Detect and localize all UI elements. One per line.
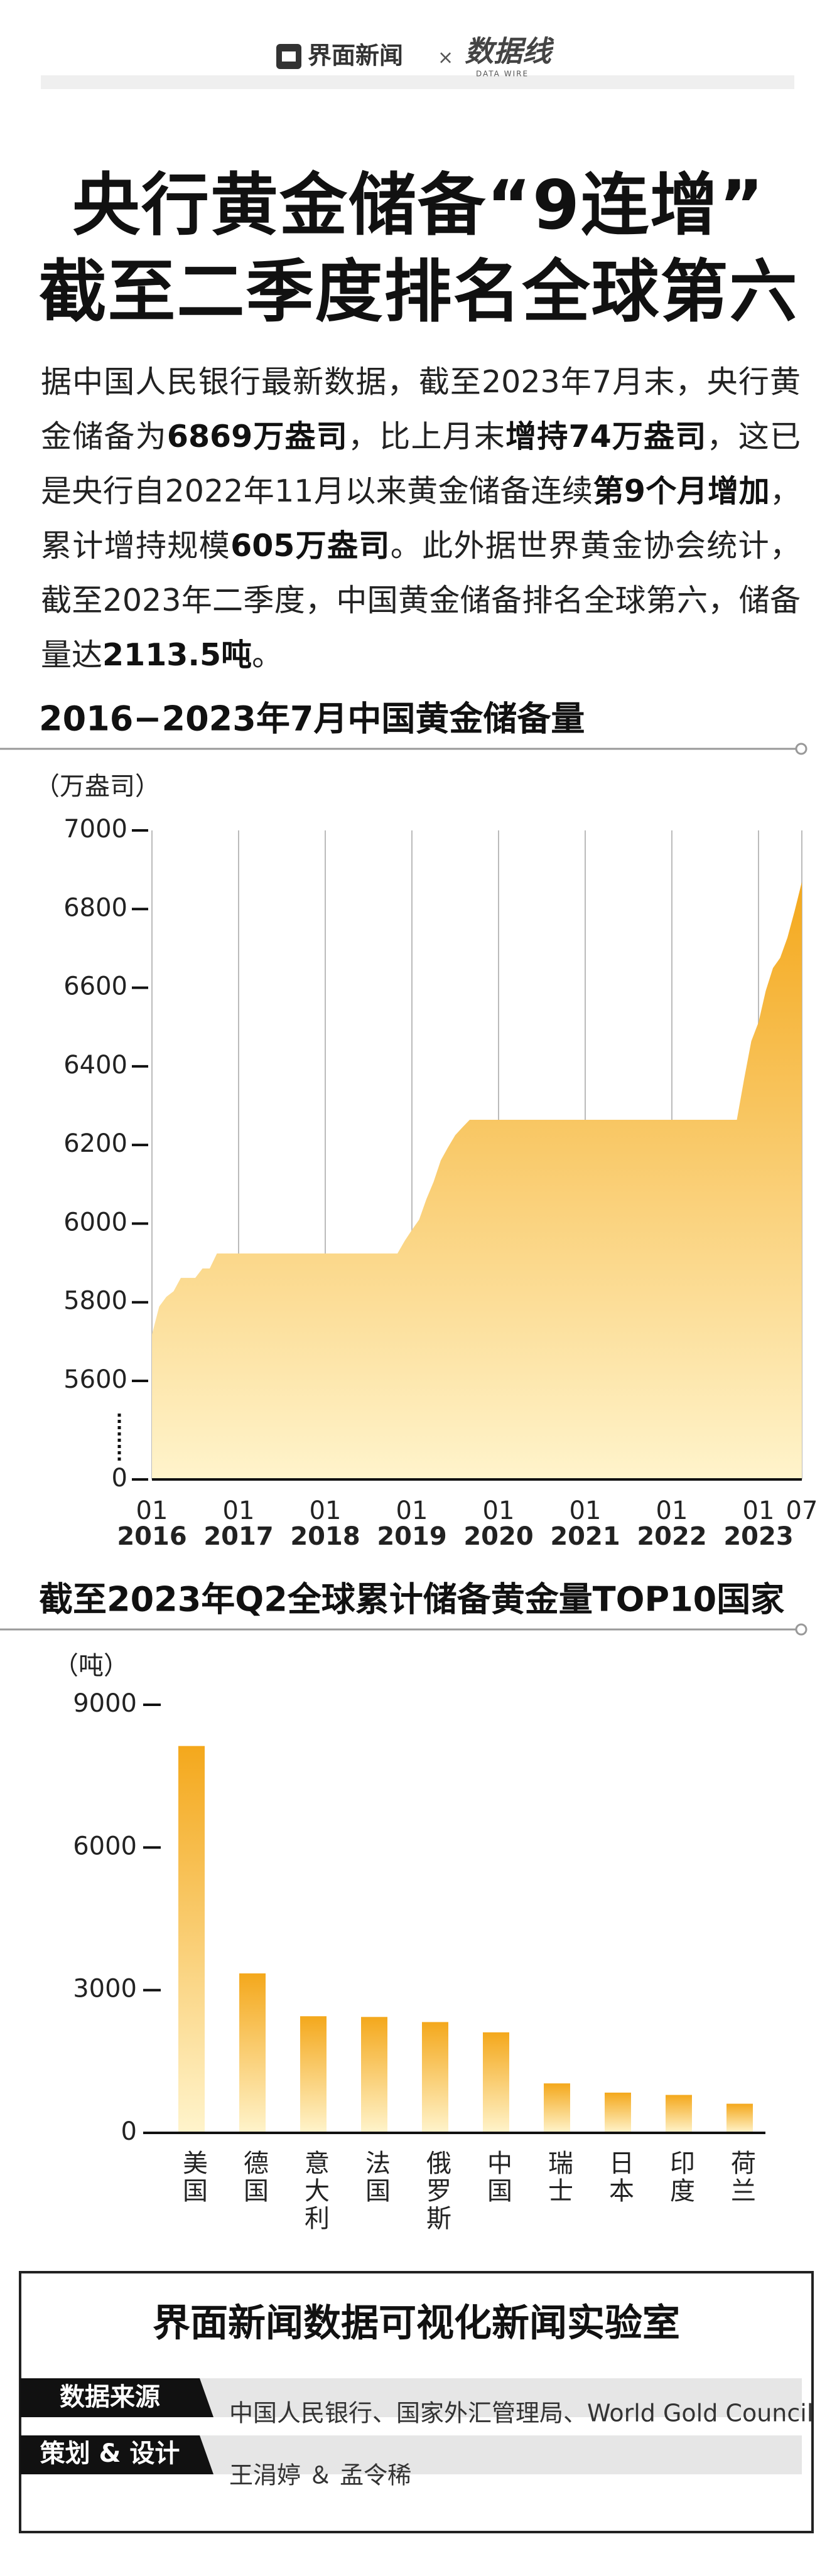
- y-tick-label: 6200: [63, 1129, 127, 1158]
- rule-end: [795, 743, 807, 755]
- x-tick-label: 瑞士: [544, 2150, 573, 2205]
- y-tick-label: 6800: [63, 893, 127, 922]
- x-tick-label: 01: [223, 1496, 255, 1525]
- year-label: 2020: [463, 1522, 533, 1551]
- intro-segment: 第9个月增加: [593, 473, 770, 509]
- y-tick-label: 6600: [63, 972, 127, 1001]
- x-tick-label: 01: [656, 1496, 688, 1525]
- bar: [361, 2017, 387, 2133]
- y-tick-label: 3000: [73, 1975, 137, 2004]
- y-unit: （吨）: [53, 1651, 129, 1680]
- bar: [666, 2095, 692, 2133]
- y-tick-label: 9000: [73, 1689, 137, 1718]
- x-tick-label: 中国: [483, 2150, 512, 2205]
- footer-tag: [20, 2378, 213, 2417]
- bar: [544, 2083, 570, 2133]
- footer-text: 王涓婷 ＆ 孟令稀: [229, 2462, 411, 2489]
- x-tick-label: 01: [136, 1496, 168, 1525]
- intro-segment: ，比上月末: [348, 419, 506, 454]
- bar-chart: 截至2023年Q2全球累计储备黄金量TOP10国家 （吨） 0 3000 6000 900…: [0, 1580, 807, 2233]
- y-tick-label: 5600: [63, 1365, 127, 1394]
- intro: 据中国人民银行最新数据，截至2023年7月末，央行黄金储备为6869万盎司，比上…: [41, 355, 801, 682]
- y-tick-label: 7000: [63, 815, 127, 844]
- bar: [422, 2022, 448, 2133]
- intro-segment: 2113.5吨: [102, 637, 252, 673]
- bar: [300, 2016, 327, 2133]
- intro-segment: 。此外据世界黄金协会统计，截至2023年二季度，中国黄金储备排名全球第六，储备量…: [41, 528, 801, 673]
- brand: 界面新闻: [308, 42, 403, 70]
- year-label: 2016: [117, 1522, 186, 1551]
- bar: [178, 1746, 205, 2133]
- x-tick-label: 美国: [178, 2150, 207, 2205]
- x-tick-label: 01: [396, 1496, 428, 1525]
- intro-segment: 增持74万盎司: [505, 419, 707, 454]
- intro-segment: 据中国人民银行最新数据，截至2023年7月末，央行黄金储备为: [41, 364, 801, 454]
- footer-text: 中国人民银行、国家外汇管理局、World Gold Council: [229, 2400, 813, 2427]
- year-label: 2021: [550, 1522, 620, 1551]
- area-chart: 2016−2023年7月中国黄金储备量 （万盎司） 01 01 01 01 01 01 01 01…: [0, 699, 818, 1551]
- intro-segment: 6869万盎司: [166, 419, 348, 454]
- x-tick-label: 德国: [239, 2150, 268, 2205]
- title-line: 截至二季度排名全球第六: [38, 253, 799, 331]
- intro-segment: ，这已是央行自2022年11月以来黄金储备连续: [41, 419, 801, 509]
- x-tick-label: 意大利: [300, 2150, 329, 2233]
- footer-title: 界面新闻数据可视化新闻实验室: [153, 2302, 680, 2346]
- y-tick-label: 6000: [73, 1832, 137, 1860]
- x-tick-label: 01: [310, 1496, 342, 1525]
- year-label: 2017: [203, 1522, 273, 1551]
- y-tick-label: 6400: [63, 1051, 127, 1080]
- year-label: 2023: [723, 1522, 793, 1551]
- x-tick-label: 法国: [361, 2150, 390, 2205]
- y-unit: （万盎司）: [35, 772, 160, 801]
- footer-label: 策划 & 设计: [40, 2439, 180, 2468]
- year-label: 2022: [637, 1522, 706, 1551]
- header-band: [41, 75, 794, 89]
- intro-segment: 。: [252, 637, 283, 673]
- year-label: 2019: [377, 1522, 446, 1551]
- x-tick-label: 01: [483, 1496, 515, 1525]
- partner-sub: DATA WIRE: [476, 70, 529, 78]
- brand-icon-inner: [282, 51, 296, 62]
- chart-title: 截至2023年Q2全球累计储备黄金量TOP10国家: [39, 1580, 784, 1619]
- y-tick-label: 0: [121, 2117, 137, 2146]
- x-tick-label: 荷兰: [726, 2150, 755, 2205]
- rule-end: [795, 1623, 807, 1636]
- y-tick-label: 5800: [63, 1287, 127, 1316]
- times: ×: [438, 47, 453, 69]
- y-tick-label: 0: [112, 1464, 127, 1493]
- x-tick-label: 印度: [666, 2150, 694, 2205]
- area: [152, 882, 802, 1479]
- x-tick-label: 01: [743, 1496, 775, 1525]
- x-tick-label: 01: [570, 1496, 602, 1525]
- chart-title: 2016−2023年7月中国黄金储备量: [39, 699, 585, 739]
- year-label: 2018: [290, 1522, 360, 1551]
- footer-label: 数据来源: [60, 2383, 160, 2412]
- bar: [239, 1973, 266, 2133]
- intro-segment: 605万盎司: [230, 528, 391, 564]
- intro-segment: ，累计增持规模: [41, 473, 801, 564]
- title-line: 央行黄金储备“9连增”: [72, 166, 765, 245]
- bar: [726, 2103, 753, 2133]
- footer-tag: [20, 2435, 213, 2474]
- bar: [483, 2032, 509, 2133]
- x-tick-label: 07: [786, 1496, 818, 1525]
- y-tick-label: 6000: [63, 1208, 127, 1237]
- bar: [605, 2092, 631, 2133]
- partner: 数据线: [465, 35, 554, 68]
- x-tick-label: 日本: [605, 2150, 634, 2205]
- x-tick-label: 俄罗斯: [422, 2150, 451, 2233]
